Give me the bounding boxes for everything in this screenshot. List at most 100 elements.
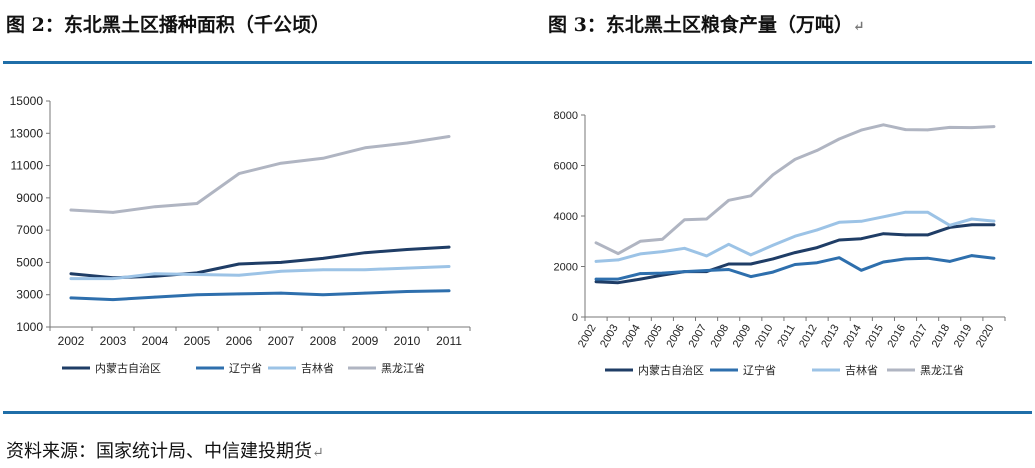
data-point	[705, 254, 708, 258]
data-point	[616, 252, 620, 255]
data-point	[860, 220, 863, 223]
data-point	[837, 221, 841, 224]
data-point	[926, 210, 929, 214]
data-point	[321, 268, 325, 271]
data-point	[683, 218, 686, 222]
data-point	[749, 262, 753, 266]
source-text: 资料来源：国家统计局、中信建投期货	[6, 441, 312, 462]
x-tick-label: 2004	[620, 323, 643, 350]
data-point	[661, 237, 664, 241]
series-line	[69, 289, 451, 302]
x-tick-label: 2011	[436, 334, 462, 348]
data-point	[815, 228, 819, 232]
data-point	[405, 266, 409, 270]
data-point	[405, 141, 409, 145]
x-tick-label: 2005	[642, 323, 665, 350]
figure-3-title-text: 图 3：东北黑土区粮食产量（万吨）	[548, 14, 853, 36]
y-tick-label: 7000	[16, 223, 43, 237]
x-tick-label: 2018	[930, 323, 953, 350]
return-mark: ↵	[852, 19, 865, 35]
x-tick-label: 2009	[731, 323, 754, 350]
data-point	[970, 254, 974, 257]
data-point	[594, 280, 598, 283]
data-point	[195, 293, 199, 296]
data-point	[815, 149, 819, 152]
data-point	[749, 194, 753, 198]
x-tick-label: 2002	[58, 334, 85, 348]
data-point	[837, 256, 841, 259]
x-tick-label: 2014	[841, 323, 864, 350]
data-point	[727, 243, 730, 246]
data-point	[926, 233, 929, 237]
data-point	[279, 291, 283, 295]
data-point	[111, 298, 115, 301]
data-point	[153, 272, 157, 275]
data-point	[683, 247, 686, 250]
data-point	[793, 234, 797, 238]
x-tick-label: 2004	[142, 334, 169, 348]
data-point	[405, 248, 409, 251]
data-point	[363, 251, 367, 254]
data-point	[882, 123, 885, 127]
data-point	[860, 269, 863, 272]
data-point	[882, 260, 885, 264]
data-point	[616, 281, 620, 284]
data-point	[195, 202, 199, 205]
series-line	[594, 123, 996, 256]
data-point	[69, 208, 73, 212]
data-point	[639, 252, 642, 256]
legend-label: 黑龙江省	[920, 364, 964, 377]
figure-2-title: 图 2：东北黑土区播种面积（千公顷）	[6, 14, 330, 36]
data-point	[153, 274, 157, 278]
y-tick-label: 6000	[554, 161, 578, 173]
data-point	[279, 161, 283, 165]
return-mark: ↵	[312, 445, 324, 461]
data-point	[705, 217, 708, 221]
data-point	[793, 263, 797, 266]
data-point	[363, 291, 367, 295]
source-note: 资料来源：国家统计局、中信建投期货↵	[6, 437, 324, 463]
series-line	[69, 265, 451, 281]
x-tick-label: 2006	[226, 334, 253, 348]
data-point	[321, 257, 325, 260]
data-point	[321, 157, 325, 160]
data-point	[771, 270, 775, 274]
y-tick-label: 4000	[554, 211, 578, 223]
data-point	[970, 126, 974, 129]
data-point	[447, 245, 451, 249]
data-point	[860, 237, 863, 240]
data-point	[771, 244, 775, 247]
data-point	[749, 275, 753, 278]
data-point	[793, 251, 797, 254]
data-point	[904, 210, 907, 214]
x-tick-label: 2010	[753, 323, 776, 350]
x-tick-label: 2017	[908, 323, 931, 350]
data-point	[727, 199, 730, 202]
data-point	[948, 224, 951, 227]
data-point	[69, 277, 73, 280]
data-point	[69, 272, 73, 275]
data-point	[321, 293, 325, 296]
x-tick-label: 2020	[974, 323, 997, 350]
data-point	[948, 126, 951, 129]
data-point	[727, 262, 730, 266]
data-point	[727, 268, 730, 271]
data-point	[447, 265, 451, 268]
data-point	[882, 232, 885, 235]
x-tick-label: 2016	[885, 323, 908, 350]
x-tick-label: 2010	[394, 334, 421, 348]
figure-3-title: 图 3：东北黑土区粮食产量（万吨）↵	[548, 10, 865, 37]
legend-label: 黑龙江省	[381, 362, 425, 375]
data-point	[69, 296, 73, 300]
data-point	[837, 137, 841, 141]
x-tick-label: 2006	[664, 323, 687, 350]
data-point	[661, 250, 664, 253]
bottom-rule	[3, 411, 1032, 414]
legend-label: 辽宁省	[229, 361, 262, 375]
data-point	[279, 270, 283, 273]
data-point	[153, 295, 157, 299]
data-point	[363, 146, 367, 150]
data-point	[405, 290, 409, 293]
series-line	[69, 135, 451, 214]
y-tick-label: 0	[572, 312, 578, 324]
